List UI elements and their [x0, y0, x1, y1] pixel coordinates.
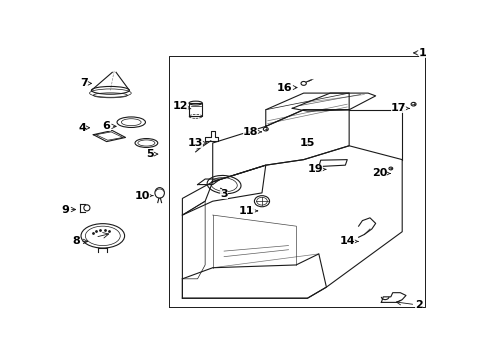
Text: 4: 4 — [78, 123, 89, 133]
Text: 3: 3 — [220, 188, 227, 199]
Text: 20: 20 — [371, 168, 389, 179]
Text: 8: 8 — [72, 237, 87, 246]
Text: 14: 14 — [339, 237, 357, 246]
Text: 5: 5 — [146, 149, 158, 159]
Text: 11: 11 — [239, 206, 257, 216]
Text: 9: 9 — [61, 204, 76, 215]
Text: 16: 16 — [276, 82, 296, 93]
Text: 13: 13 — [187, 138, 206, 148]
Text: 12: 12 — [172, 100, 190, 111]
Text: 17: 17 — [390, 103, 408, 113]
Text: 19: 19 — [306, 164, 325, 174]
Text: 10: 10 — [135, 191, 153, 201]
Text: 18: 18 — [243, 127, 261, 137]
Text: 1: 1 — [413, 48, 426, 58]
Text: 6: 6 — [102, 121, 116, 131]
Text: 2: 2 — [396, 300, 422, 310]
Text: 7: 7 — [80, 78, 91, 89]
Text: 15: 15 — [299, 138, 314, 148]
